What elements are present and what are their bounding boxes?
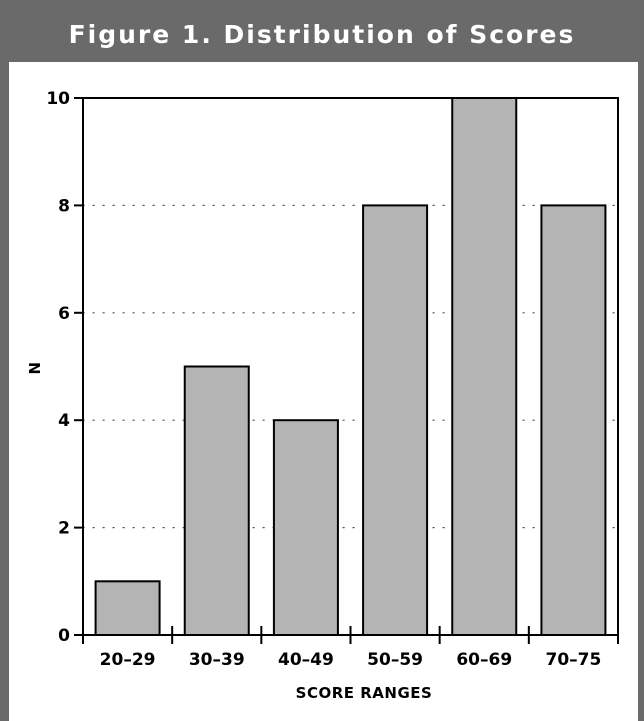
x-tick-label: 50–59 [367, 650, 423, 670]
y-tick-labels: 0 2 4 6 8 10 [46, 89, 70, 646]
bar-50–59 [362, 204, 429, 636]
x-axis-label: SCORE RANGES [296, 684, 433, 702]
chart-title: Figure 1. Distribution of Scores [68, 20, 576, 49]
bar-40–49 [272, 419, 339, 637]
y-tick-label: 8 [58, 196, 70, 216]
bar-70–75 [540, 204, 607, 636]
y-tick-label: 2 [58, 519, 70, 539]
x-tick-label: 60–69 [456, 650, 512, 670]
y-tick-label: 4 [58, 411, 70, 431]
bar-30–39 [183, 365, 250, 636]
y-tick-label: 10 [46, 89, 70, 109]
x-tick-labels: 20–29 30–39 40–49 50–59 60–69 70–75 [100, 650, 602, 670]
gridlines [82, 204, 619, 529]
plot-frame [82, 97, 619, 636]
bar-20–29 [94, 580, 161, 636]
left-border [0, 62, 9, 721]
y-tick-label: 0 [58, 626, 70, 646]
x-tick-label: 40–49 [278, 650, 334, 670]
x-tick-label: 70–75 [546, 650, 602, 670]
x-tick-label: 20–29 [100, 650, 156, 670]
title-bar: Figure 1. Distribution of Scores [0, 0, 644, 62]
axes [74, 97, 619, 644]
bars [94, 97, 607, 637]
y-axis-label: N [26, 361, 44, 374]
x-tick-label: 30–39 [189, 650, 245, 670]
right-border [638, 62, 644, 721]
y-tick-label: 6 [58, 304, 70, 324]
bar-60–69 [451, 97, 518, 636]
